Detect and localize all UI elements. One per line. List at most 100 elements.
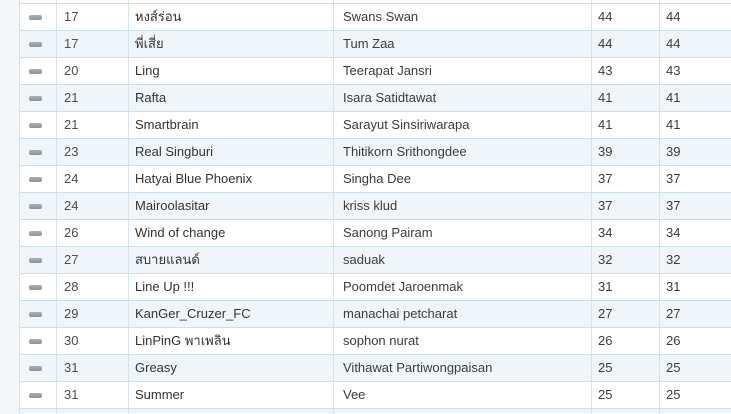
player-name: Thitikorn Srithongdee [334, 139, 592, 165]
rank-movement-cell [19, 85, 57, 111]
table-row: 31 Greasy Vithawat Partiwongpaisan 25 25 [19, 355, 731, 382]
rank-no-change-minus-icon [29, 68, 42, 74]
rank-no-change-minus-icon [29, 122, 42, 128]
table-row: 28 Line Up !!! Poomdet Jaroenmak 31 31 [19, 274, 731, 301]
team-name: Greasy [129, 355, 334, 381]
rank-value: 17 [57, 31, 129, 57]
rank-no-change-minus-icon [29, 149, 42, 155]
points-value: 39 [592, 139, 660, 165]
rank-movement-cell [19, 274, 57, 300]
rank-movement-cell [19, 0, 57, 3]
points-total: 31 [666, 279, 681, 294]
player-name: Poomdet Jaroenmak [334, 274, 592, 300]
team-name: หงส์ร่อน [129, 4, 334, 30]
rank-no-change-minus-icon [29, 230, 42, 236]
rank-movement-cell [19, 355, 57, 381]
rank-value: 26 [57, 220, 129, 246]
points-value: 31 [592, 274, 660, 300]
table-row: 17 พี่เสี่ย Tum Zaa 44 44 [19, 31, 731, 58]
rank-no-change-minus-icon [29, 392, 42, 398]
points-value: 44 [592, 4, 660, 30]
rank-movement-cell [19, 220, 57, 246]
partial-table-row [19, 0, 731, 4]
player-name [334, 409, 592, 414]
table-row: 26 Wind of change Sanong Pairam 34 34 [19, 220, 731, 247]
points-total: 25 [666, 387, 681, 402]
team-name [129, 409, 334, 414]
rank-movement-cell [19, 247, 57, 273]
points-total [660, 409, 731, 414]
rank-value: 23 [57, 139, 129, 165]
player-name: saduak [334, 247, 592, 273]
rank-value: 31 [57, 355, 129, 381]
team-name: Line Up !!! [129, 274, 334, 300]
points-value: 25 [592, 355, 660, 381]
player-name: Vithawat Partiwongpaisan [334, 355, 592, 381]
table-row: 17 หงส์ร่อน Swans Swan 44 44 [19, 4, 731, 31]
team-name: Mairoolasitar [129, 193, 334, 219]
player-name: Sarayut Sinsiriwarapa [334, 112, 592, 138]
points-value: 37 [592, 193, 660, 219]
rank-movement-cell [19, 409, 57, 414]
rank-no-change-minus-icon [29, 311, 42, 317]
team-name: Real Singburi [129, 139, 334, 165]
points-value: 41 [592, 112, 660, 138]
points-total: 26 [666, 333, 681, 348]
points-value: 44 [592, 31, 660, 57]
points-total: 32 [666, 252, 681, 267]
rank-movement-cell [19, 301, 57, 327]
rank-no-change-minus-icon [29, 176, 42, 182]
table-row: 29 KanGer_Cruzer_FC manachai petcharat 2… [19, 301, 731, 328]
player-name: manachai petcharat [334, 301, 592, 327]
points-total: 39 [666, 144, 681, 159]
table-row: 27 สบายแลนด์ saduak 32 32 [19, 247, 731, 274]
rank-value: 28 [57, 274, 129, 300]
table-row: 30 LinPinG พาเพลิน sophon nurat 26 26 [19, 328, 731, 355]
points-value: 34 [592, 220, 660, 246]
team-name: Smartbrain [129, 112, 334, 138]
points-value [592, 0, 660, 3]
player-name: Vee [334, 382, 592, 408]
table-row: 20 Ling Teerapat Jansri 43 43 [19, 58, 731, 85]
team-name: Rafta [129, 85, 334, 111]
partial-table-row [19, 409, 731, 414]
rank-value [57, 409, 129, 414]
table-row: 21 Smartbrain Sarayut Sinsiriwarapa 41 4… [19, 112, 731, 139]
points-total: 37 [666, 171, 681, 186]
points-value: 43 [592, 58, 660, 84]
rank-movement-cell [19, 139, 57, 165]
points-total: 41 [666, 117, 681, 132]
rank-value: 24 [57, 193, 129, 219]
team-name: สบายแลนด์ [129, 247, 334, 273]
team-name: LinPinG พาเพลิน [129, 328, 334, 354]
rank-no-change-minus-icon [29, 284, 42, 290]
points-total: 37 [666, 198, 681, 213]
points-total [660, 0, 731, 3]
rank-value: 31 [57, 382, 129, 408]
rank-value: 21 [57, 112, 129, 138]
table-row: 31 Summer Vee 25 25 [19, 382, 731, 409]
player-name: Isara Satidtawat [334, 85, 592, 111]
points-value: 26 [592, 328, 660, 354]
rank-movement-cell [19, 4, 57, 30]
player-name: Tum Zaa [334, 31, 592, 57]
table-row: 24 Mairoolasitar kriss klud 37 37 [19, 193, 731, 220]
player-name: sophon nurat [334, 328, 592, 354]
rank-movement-cell [19, 31, 57, 57]
player-name: Singha Dee [334, 166, 592, 192]
table-row: 21 Rafta Isara Satidtawat 41 41 [19, 85, 731, 112]
rank-value: 24 [57, 166, 129, 192]
team-name: พี่เสี่ย [129, 31, 334, 57]
points-total: 43 [666, 63, 681, 78]
rank-no-change-minus-icon [29, 365, 42, 371]
team-name: Wind of change [129, 220, 334, 246]
points-value: 27 [592, 301, 660, 327]
points-value: 37 [592, 166, 660, 192]
player-name: Teerapat Jansri [334, 58, 592, 84]
points-total: 44 [666, 36, 681, 51]
team-name: KanGer_Cruzer_FC [129, 301, 334, 327]
rank-no-change-minus-icon [29, 338, 42, 344]
rank-value: 29 [57, 301, 129, 327]
rank-movement-cell [19, 382, 57, 408]
